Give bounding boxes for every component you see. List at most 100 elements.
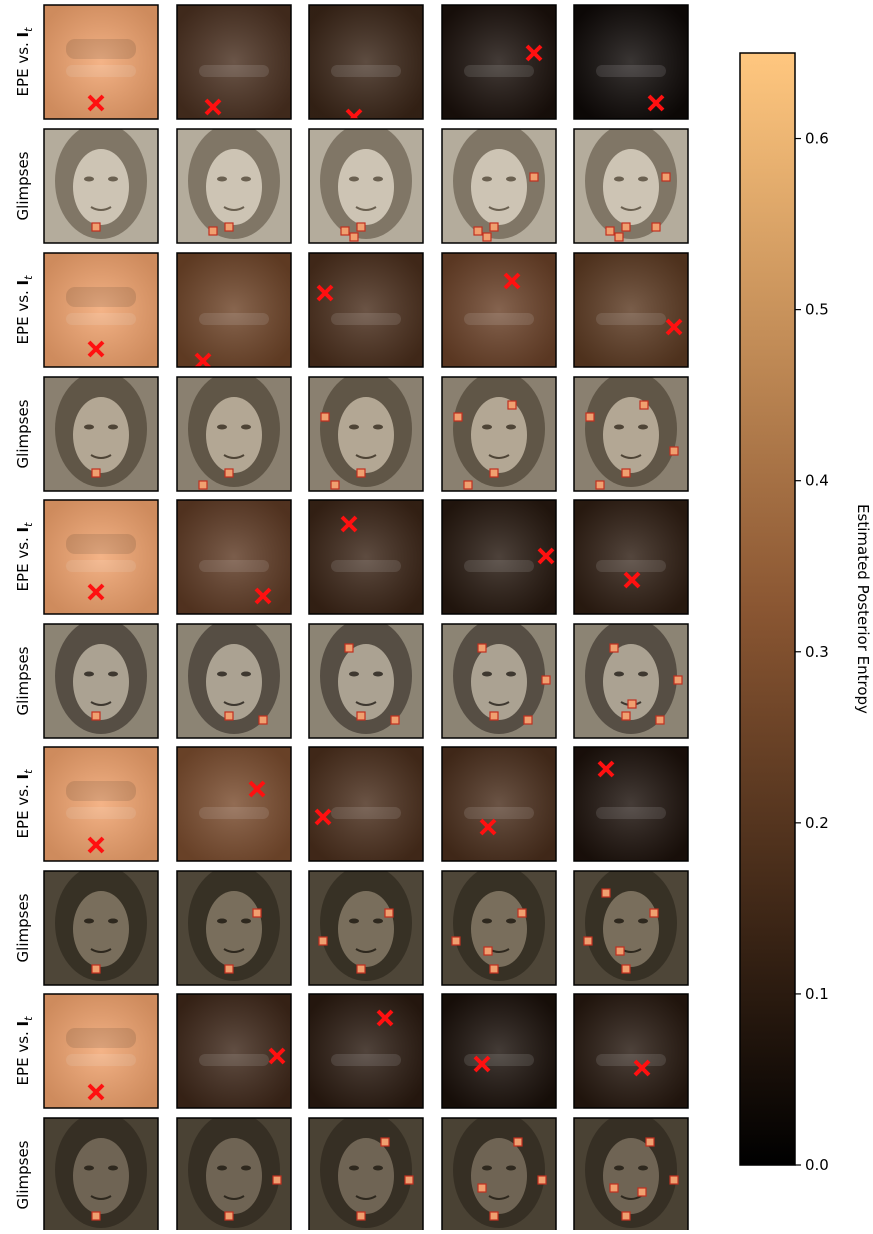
- epe-shade: [309, 994, 423, 1108]
- eye: [217, 1166, 227, 1171]
- epe-shade: [44, 5, 158, 119]
- epe-shade: [177, 5, 291, 119]
- colorbar-label: Estimated Posterior Entropy: [854, 504, 872, 714]
- glimpse: [225, 1212, 233, 1220]
- epe-shade: [44, 253, 158, 367]
- colorbar-tick-label: 0.4: [805, 472, 829, 490]
- face: [206, 1138, 262, 1214]
- figure: EPE vs. ItGlimpsesEPE vs. ItGlimpsesEPE …: [0, 0, 873, 1230]
- face: [73, 1138, 129, 1214]
- eye: [614, 672, 624, 677]
- row-label-sub: t: [22, 769, 35, 774]
- panel: [574, 618, 688, 738]
- face: [603, 1138, 659, 1214]
- panel: [177, 253, 291, 368]
- eye: [614, 1166, 624, 1171]
- glimpse: [490, 712, 498, 720]
- panel: [44, 500, 158, 614]
- panel: [309, 500, 423, 614]
- eye: [373, 672, 383, 677]
- glimpse: [484, 947, 492, 955]
- epe-shade: [574, 747, 688, 861]
- glimpse: [452, 937, 460, 945]
- panel: [44, 1112, 158, 1230]
- glimpse: [524, 716, 532, 724]
- glimpse: [454, 413, 462, 421]
- glimpse: [584, 937, 592, 945]
- face: [73, 891, 129, 967]
- eye: [373, 1166, 383, 1171]
- glimpse: [478, 644, 486, 652]
- glimpse: [345, 644, 353, 652]
- panel: [442, 1112, 556, 1230]
- glimpse: [478, 1184, 486, 1192]
- glimpse: [638, 1188, 646, 1196]
- glimpse: [199, 481, 207, 489]
- eye: [108, 425, 118, 430]
- face: [338, 149, 394, 225]
- panel: [309, 371, 423, 491]
- epe-shade: [442, 5, 556, 119]
- face: [73, 149, 129, 225]
- row-label: Glimpses: [14, 399, 32, 468]
- glimpse: [616, 947, 624, 955]
- panel: [442, 500, 556, 614]
- epe-shade: [442, 253, 556, 367]
- glimpse: [225, 469, 233, 477]
- glimpse: [518, 909, 526, 917]
- glimpse: [92, 469, 100, 477]
- panel: [574, 747, 688, 861]
- panel: [309, 253, 423, 367]
- glimpse: [357, 223, 365, 231]
- panel: [574, 865, 688, 985]
- panel: [309, 747, 423, 861]
- panel: [442, 5, 556, 119]
- row-label: EPE vs. It: [14, 275, 35, 345]
- eye: [84, 177, 94, 182]
- panel: [442, 371, 556, 491]
- row-label-text: Glimpses: [14, 151, 32, 220]
- epe-shade: [574, 5, 688, 119]
- eye: [349, 425, 359, 430]
- glimpse: [391, 716, 399, 724]
- glimpse: [253, 909, 261, 917]
- eye: [349, 919, 359, 924]
- row-label-text: Glimpses: [14, 1140, 32, 1209]
- glimpse: [656, 716, 664, 724]
- glimpse: [225, 223, 233, 231]
- panel: [44, 994, 158, 1108]
- glimpse: [483, 233, 491, 241]
- panel: [574, 5, 688, 119]
- epe-shade: [574, 994, 688, 1108]
- glimpse: [622, 712, 630, 720]
- eye: [506, 919, 516, 924]
- panel: [442, 994, 556, 1108]
- panel: [309, 1112, 423, 1230]
- eye: [217, 177, 227, 182]
- panel: [177, 865, 291, 985]
- row-label: Glimpses: [14, 151, 32, 220]
- panel: [574, 123, 688, 243]
- panel: [442, 865, 556, 985]
- glimpse: [508, 401, 516, 409]
- row-label-text: Glimpses: [14, 893, 32, 962]
- panel: [177, 1112, 291, 1230]
- glimpse: [538, 1176, 546, 1184]
- row-label-text: EPE vs.: [14, 285, 32, 344]
- glimpse: [464, 481, 472, 489]
- panel: [309, 865, 423, 985]
- panel: [442, 123, 556, 243]
- panel: [177, 618, 291, 738]
- panel: [177, 500, 291, 614]
- panel: [44, 371, 158, 491]
- eye: [506, 672, 516, 677]
- glimpse: [514, 1138, 522, 1146]
- face: [471, 1138, 527, 1214]
- epe-shade: [574, 253, 688, 367]
- eye: [506, 425, 516, 430]
- face: [603, 397, 659, 473]
- face: [206, 397, 262, 473]
- glimpse: [670, 447, 678, 455]
- face: [338, 397, 394, 473]
- eye: [614, 425, 624, 430]
